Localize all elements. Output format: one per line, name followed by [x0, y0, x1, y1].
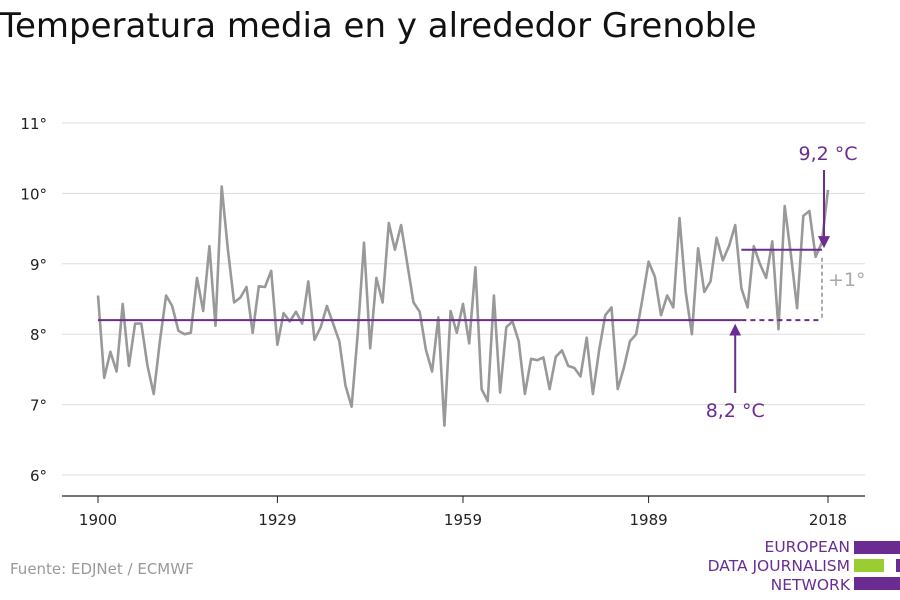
logo-bar-green — [854, 559, 884, 572]
x-tick-label: 1989 — [629, 511, 667, 529]
x-tick-label: 2018 — [809, 511, 847, 529]
x-tick-label: 1900 — [79, 511, 117, 529]
y-tick-label: 7° — [30, 397, 47, 415]
logo-line-1: EUROPEAN — [764, 538, 850, 556]
logo-bar-purple-top — [854, 541, 900, 554]
y-tick-label: 8° — [30, 326, 47, 344]
y-tick-label: 9° — [30, 256, 47, 274]
x-tick-label: 1929 — [258, 511, 296, 529]
difference-label: +1° — [828, 269, 866, 291]
x-tick-label: 1959 — [444, 511, 482, 529]
baseline-value-label: 8,2 °C — [706, 400, 765, 422]
y-tick-label: 11° — [20, 115, 47, 133]
chart-title: Temperatura media en y alrededor Grenobl… — [0, 6, 757, 46]
edjnet-logo: EUROPEAN DATA JOURNALISM NETWORK — [700, 538, 900, 600]
logo-line-2: DATA JOURNALISM — [707, 557, 850, 575]
logo-bar-purple-bottom — [854, 577, 900, 590]
y-tick-label: 6° — [30, 467, 47, 485]
logo-bar-purple-mid — [896, 559, 900, 572]
temperature-series-line — [96, 185, 830, 428]
logo-line-3: NETWORK — [770, 576, 850, 594]
recent-value-label: 9,2 °C — [798, 143, 857, 165]
y-tick-label: 10° — [20, 185, 47, 203]
source-note: Fuente: EDJNet / ECMWF — [10, 560, 194, 578]
